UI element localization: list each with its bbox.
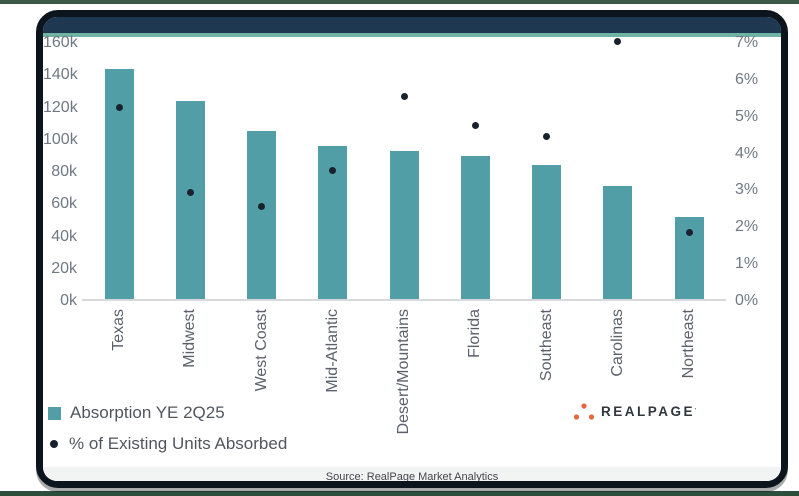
dot-west-coast	[258, 203, 266, 211]
y-tick-right-4-: 4%	[735, 144, 759, 162]
dot-northeast	[685, 229, 693, 237]
realpage-trademark-tick: '	[695, 407, 697, 415]
y-tick-left-60k: 60k	[51, 195, 77, 213]
realpage-wordmark: REALPAGE	[601, 404, 696, 419]
x-label-carolinas: Carolinas	[608, 309, 626, 377]
y-tick-left-140k: 140k	[43, 66, 78, 84]
card-header-accent-line	[43, 33, 781, 37]
legend-dot-icon	[50, 440, 58, 448]
y-tick-left-120k: 120k	[43, 98, 78, 116]
y-tick-right-7-: 7%	[735, 34, 759, 51]
y-tick-right-3-: 3%	[735, 181, 759, 199]
dot-texas	[115, 103, 123, 111]
x-label-midwest: Midwest	[181, 309, 199, 368]
chart-card-inner: Absorption YE 2Q25 % of Existing Units A…	[43, 17, 781, 481]
x-label-florida: Florida	[466, 309, 484, 358]
dot-florida	[471, 122, 479, 130]
y-tick-left-80k: 80k	[51, 163, 77, 180]
x-label-southeast: Southeast	[537, 309, 555, 382]
dot-midwest	[186, 188, 194, 196]
legend-item-absorption: Absorption YE 2Q25	[48, 402, 287, 424]
bar-west-coast	[247, 131, 277, 299]
y-tick-left-100k: 100k	[43, 130, 78, 148]
plot-area	[82, 37, 726, 301]
legend-square-icon	[48, 406, 61, 420]
x-label-northeast: Northeast	[680, 309, 698, 379]
source-text: Source: RealPage Market Analytics	[325, 471, 499, 481]
dot-mid-atlantic	[329, 166, 337, 174]
bar-florida	[460, 155, 490, 299]
source-strip: Source: RealPage Market Analytics	[43, 467, 781, 481]
x-label-desert-mountains: Desert/Mountains	[395, 309, 413, 435]
bar-carolinas	[603, 186, 633, 299]
x-label-west-coast: West Coast	[252, 309, 270, 392]
realpage-dots-icon	[573, 403, 595, 420]
y-tick-left-160k: 160k	[43, 34, 78, 51]
y-tick-left-40k: 40k	[51, 227, 77, 245]
y-tick-left-20k: 20k	[51, 259, 77, 277]
dot-desert-mountains	[400, 92, 408, 100]
y-tick-right-2-: 2%	[735, 218, 759, 236]
realpage-logo: REALPAGE '	[573, 402, 696, 421]
y-tick-right-6-: 6%	[735, 70, 759, 88]
dot-carolinas	[614, 37, 622, 45]
x-label-mid-atlantic: Mid-Atlantic	[323, 309, 341, 393]
bottom-edge-strip	[0, 491, 799, 496]
bar-desert-mountains	[389, 150, 419, 299]
dot-southeast	[543, 133, 551, 141]
chart-card: Absorption YE 2Q25 % of Existing Units A…	[36, 10, 788, 488]
y-tick-left-0k: 0k	[60, 292, 77, 309]
chart-legend: Absorption YE 2Q25 % of Existing Units A…	[48, 402, 287, 464]
legend-item-percent-absorbed: % of Existing Units Absorbed	[48, 433, 287, 455]
y-tick-right-0-: 0%	[735, 292, 759, 309]
card-header-bar	[43, 17, 781, 33]
y-tick-right-1-: 1%	[735, 255, 759, 273]
bar-southeast	[532, 165, 562, 299]
legend-label-absorption: Absorption YE 2Q25	[70, 403, 225, 422]
top-edge-strip	[0, 0, 799, 4]
x-label-texas: Texas	[110, 309, 128, 351]
bar-midwest	[175, 100, 205, 299]
y-tick-right-5-: 5%	[735, 107, 759, 125]
legend-label-percent-absorbed: % of Existing Units Absorbed	[69, 434, 288, 453]
